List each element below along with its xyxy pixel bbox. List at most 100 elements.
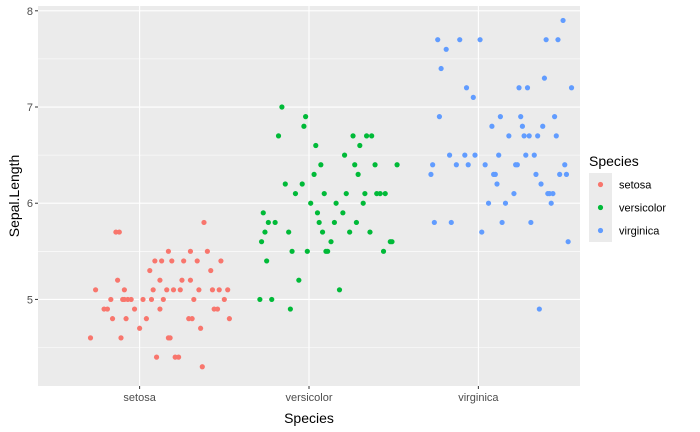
data-point-setosa [148,296,155,303]
data-point-setosa [198,325,204,331]
data-point-setosa [175,354,182,360]
data-point-virginica [543,37,549,43]
data-point-versicolor [269,296,275,303]
data-point-virginica [435,37,441,43]
data-point-setosa [157,277,163,283]
legend-title: Species [589,153,639,169]
data-point-versicolor [363,133,370,139]
data-point-setosa [115,277,121,283]
data-point-setosa [169,258,175,264]
data-point-setosa [218,258,224,264]
data-point-versicolor [377,190,383,197]
data-point-setosa [179,277,185,283]
data-point-setosa [131,306,138,312]
data-point-versicolor [382,190,388,197]
data-point-versicolor [357,142,363,149]
data-point-versicolor [333,200,339,206]
data-point-setosa [189,316,195,322]
data-point-setosa [191,296,197,303]
data-point-setosa [164,287,170,293]
data-point-versicolor [321,190,327,197]
data-point-virginica [531,152,537,158]
data-point-virginica [568,85,575,91]
data-point-versicolor [275,133,282,139]
data-point-versicolor [331,219,338,226]
data-point-versicolor [299,181,305,187]
data-point-setosa [221,296,227,303]
data-point-virginica [448,219,454,226]
data-point-versicolor [389,239,395,245]
data-point-virginica [518,114,524,120]
points [87,17,575,370]
data-point-virginica [562,162,568,168]
x-tick-label: setosa [123,392,156,404]
data-point-virginica [550,190,556,197]
x-axis-title: Species [284,410,334,426]
data-point-setosa [196,287,202,293]
data-point-virginica [538,181,544,187]
data-point-virginica [551,114,558,120]
data-point-versicolor [258,239,265,245]
data-point-versicolor [325,248,331,254]
data-point-virginica [489,123,495,129]
legend-label: setosa [619,180,652,192]
data-point-virginica [438,65,444,72]
data-point-virginica [535,133,541,139]
data-point-versicolor [372,162,378,168]
data-point-virginica [453,162,459,168]
data-point-setosa [121,287,127,293]
data-point-versicolor [257,296,263,303]
data-point-setosa [209,287,216,293]
data-point-virginica [494,181,500,187]
data-point-setosa [147,267,153,274]
data-point-versicolor [260,210,266,216]
legend: Species setosa versicolor virginica [589,153,666,242]
data-point-versicolor [367,229,373,235]
data-point-virginica [482,162,488,168]
data-point-versicolor [380,248,387,254]
data-point-setosa [216,287,222,293]
data-point-setosa [118,335,124,341]
data-point-versicolor [316,219,322,226]
data-point-setosa [160,296,166,303]
data-point-versicolor [340,210,346,216]
data-point-setosa [167,335,173,341]
data-point-setosa [225,287,231,293]
data-point-virginica [446,152,453,158]
legend-key-marker [597,227,604,234]
data-point-virginica [536,306,542,312]
data-point-setosa [214,306,221,312]
data-point-virginica [563,171,570,177]
data-point-setosa [137,325,143,331]
x-tick-label: versicolor [285,392,332,404]
data-point-versicolor [279,104,285,110]
data-point-virginica [499,219,505,226]
grid [38,6,580,386]
data-point-setosa [123,316,129,322]
data-point-virginica [472,152,478,158]
y-tick-label: 6 [27,198,33,210]
data-point-versicolor [336,287,343,293]
data-point-setosa [150,287,156,293]
data-point-versicolor [347,229,353,235]
data-point-setosa [177,287,183,293]
data-point-versicolor [282,181,288,187]
legend-label: virginica [619,226,660,238]
legend-key-marker [597,204,604,211]
data-point-versicolor [308,200,314,206]
data-point-virginica [516,85,522,91]
data-point-setosa [199,364,205,370]
data-point-virginica [560,17,566,24]
data-point-setosa [108,296,114,303]
data-point-virginica [521,133,527,139]
data-point-virginica [496,152,502,158]
data-point-virginica [465,162,471,168]
data-point-versicolor [353,219,360,226]
data-point-setosa [170,287,177,293]
data-point-virginica [485,200,492,206]
data-point-setosa [157,306,163,312]
data-point-setosa [104,306,111,312]
data-point-virginica [541,75,548,81]
data-point-versicolor [313,142,319,149]
